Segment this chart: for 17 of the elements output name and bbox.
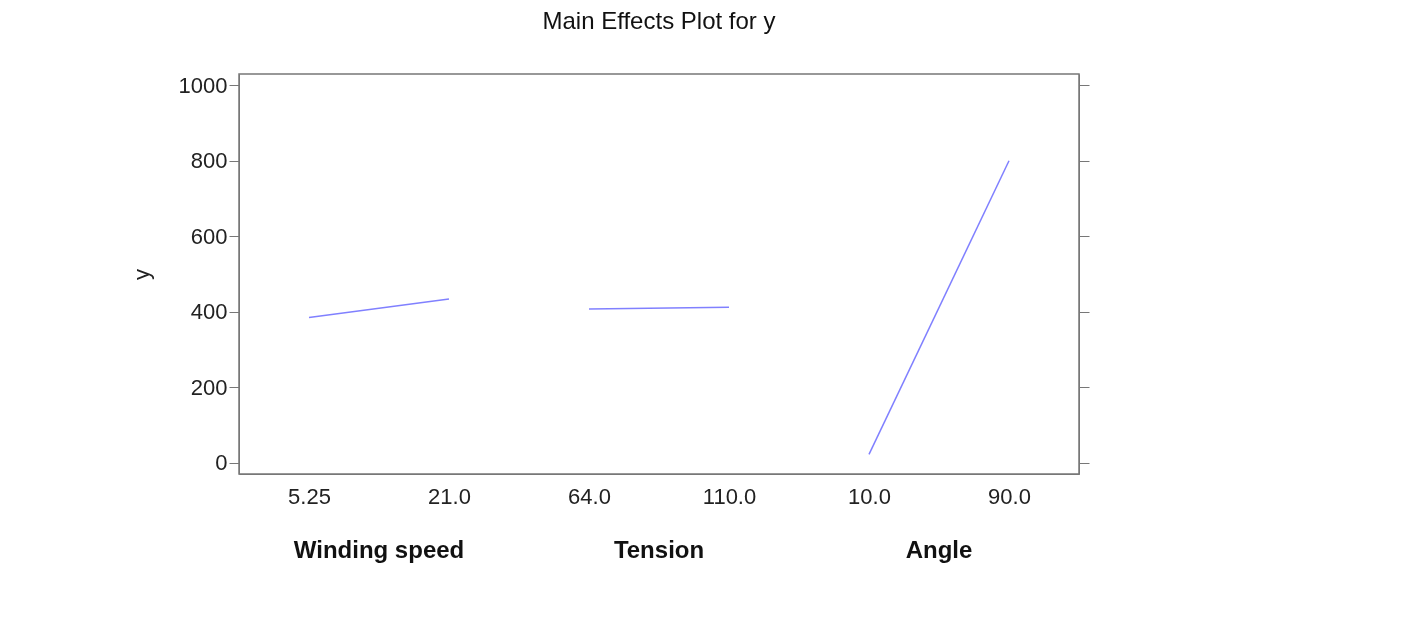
text: Tension xyxy=(613,536,705,563)
text: Winding speed xyxy=(293,536,465,563)
y-tick-label: 800 xyxy=(190,148,228,174)
y-tick-label: 200 xyxy=(190,374,228,400)
x-tick-label: 5.25 xyxy=(288,483,331,509)
y-tick-label: 1000 xyxy=(178,72,228,98)
x-tick-label: 110.0 xyxy=(702,483,757,509)
x-tick-label: 10.0 xyxy=(848,483,891,509)
x-tick-label: 90.0 xyxy=(988,483,1031,509)
y-tick-label: 400 xyxy=(190,299,228,325)
x-tick-label: 21.0 xyxy=(428,483,471,509)
text: Angle xyxy=(905,536,973,563)
y-tick-label: 0 xyxy=(215,450,228,476)
x-tick-label: 64.0 xyxy=(568,483,611,509)
chart-title: Main Effects Plot for y xyxy=(542,7,776,34)
y-tick-label: 600 xyxy=(190,223,228,249)
y-axis-title: y xyxy=(128,269,154,280)
